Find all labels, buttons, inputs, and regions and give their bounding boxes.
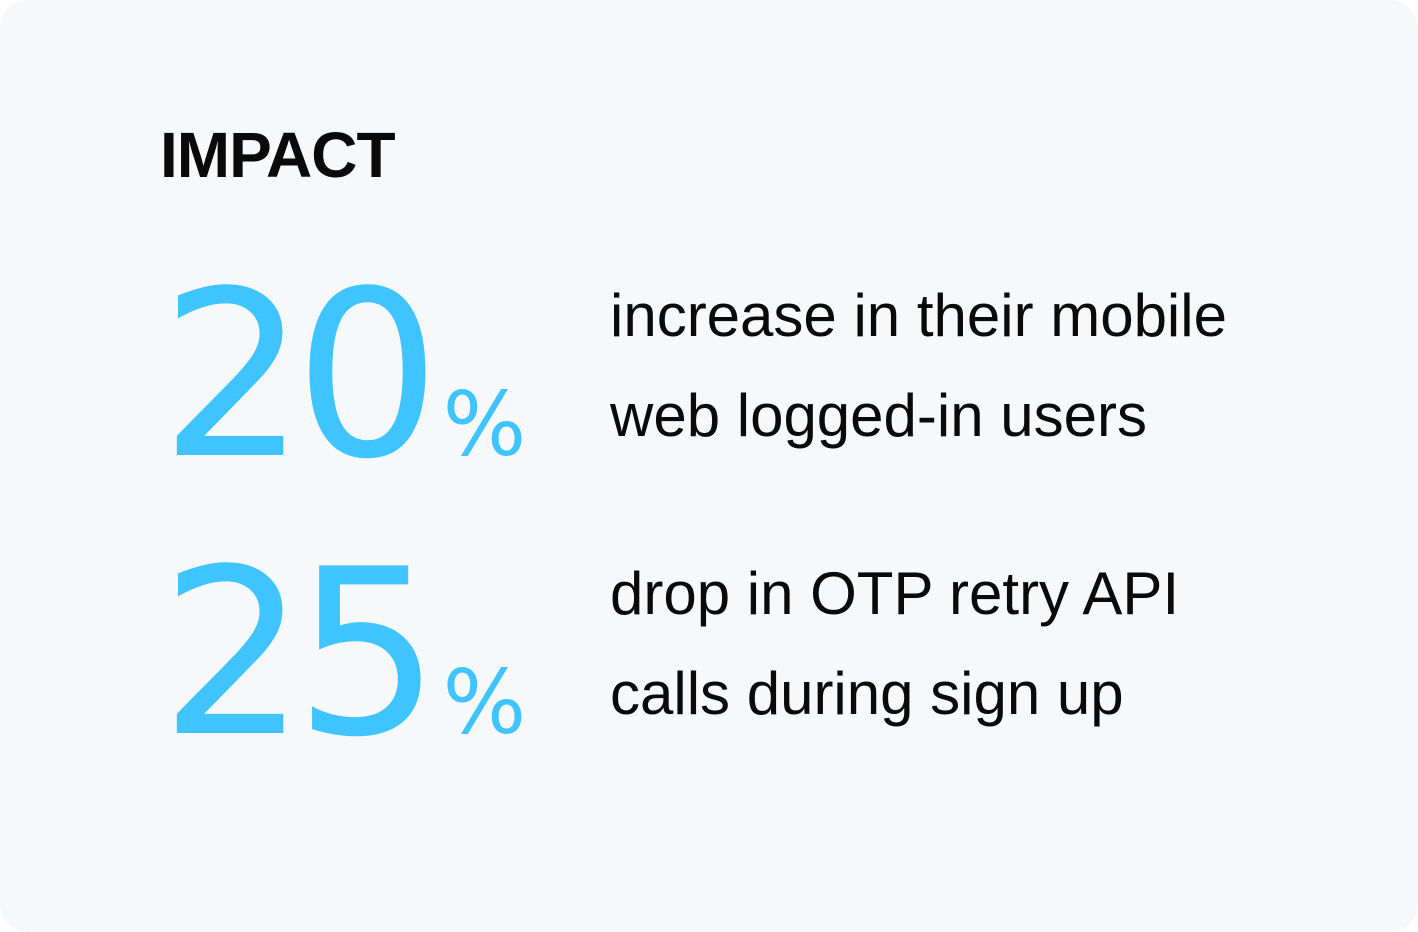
- stat-description-2: drop in OTP retry API calls during sign …: [610, 544, 1370, 744]
- stat-unit: %: [442, 373, 527, 476]
- stat-line: web logged-in users: [610, 382, 1147, 449]
- stat-number: 20: [160, 243, 441, 510]
- stat-value-1: 20%: [160, 262, 526, 492]
- section-title: IMPACT: [160, 119, 396, 191]
- stat-line: drop in OTP retry API: [610, 560, 1180, 627]
- stat-description-1: increase in their mobile web logged-in u…: [610, 266, 1370, 466]
- stat-unit: %: [442, 651, 527, 754]
- stat-number: 25: [160, 521, 441, 788]
- stat-line: calls during sign up: [610, 660, 1124, 727]
- stat-line: increase in their mobile: [610, 282, 1227, 349]
- stat-value-2: 25%: [160, 540, 526, 770]
